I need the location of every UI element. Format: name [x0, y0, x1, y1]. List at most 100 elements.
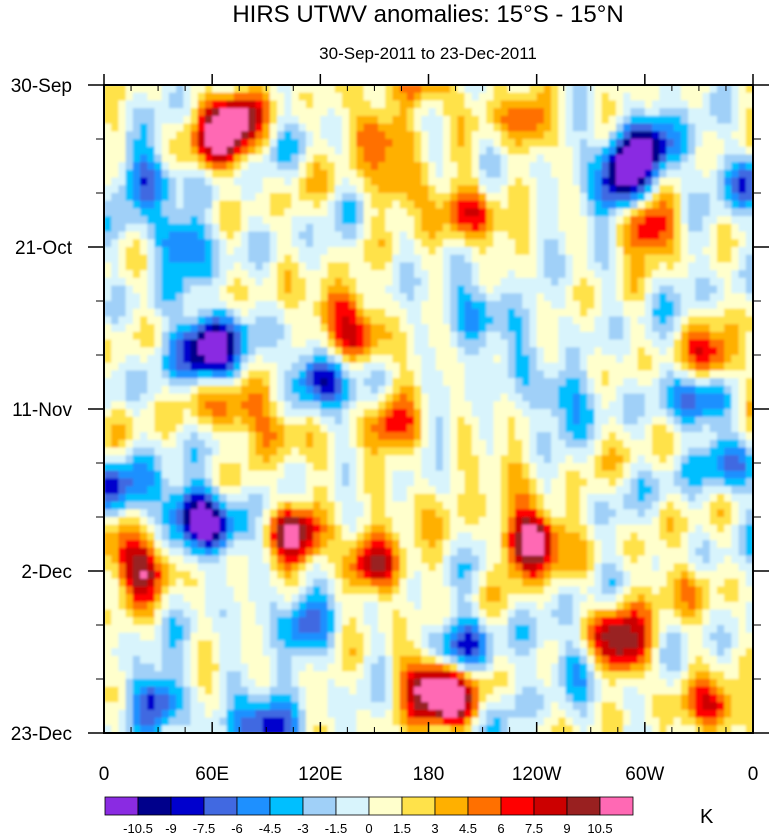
heatmap-cell — [363, 92, 372, 102]
heatmap-cell — [168, 139, 177, 148]
heatmap-cell — [161, 131, 170, 140]
heatmap-cell — [147, 501, 156, 510]
heatmap-cell — [385, 85, 394, 94]
heatmap-cell — [161, 301, 170, 310]
heatmap-cell — [659, 331, 668, 341]
heatmap-cell — [190, 347, 199, 356]
heatmap-cell — [428, 277, 437, 287]
heatmap-cell — [414, 154, 422, 163]
heatmap-cell — [226, 316, 235, 325]
heatmap-cell — [154, 339, 163, 348]
heatmap-cell — [673, 455, 682, 464]
heatmap-cell — [125, 239, 134, 248]
heatmap-cell — [608, 486, 617, 495]
heatmap-cell — [233, 216, 242, 225]
heatmap-cell — [551, 115, 559, 125]
heatmap-cell — [695, 463, 704, 472]
heatmap-cell — [255, 439, 264, 449]
heatmap-cell — [637, 239, 646, 248]
heatmap-cell — [132, 108, 141, 117]
heatmap-cell — [176, 146, 184, 156]
heatmap-cell — [630, 486, 639, 495]
heatmap-cell — [659, 108, 668, 117]
heatmap-cell — [140, 463, 148, 472]
heatmap-cell — [594, 193, 603, 202]
heatmap-cell — [183, 131, 192, 140]
heatmap-cell — [406, 92, 415, 102]
heatmap-cell — [601, 285, 610, 294]
heatmap-cell — [615, 339, 624, 348]
heatmap-cell — [176, 470, 184, 480]
heatmap-cell — [313, 285, 321, 294]
heatmap-cell — [204, 324, 213, 333]
heatmap-cell — [197, 463, 206, 472]
heatmap-cell — [140, 270, 148, 279]
heatmap-cell — [298, 355, 307, 364]
heatmap-cell — [161, 463, 170, 472]
heatmap-cell — [176, 370, 184, 379]
heatmap-cell — [745, 416, 753, 426]
heatmap-cell — [132, 355, 141, 364]
heatmap-cell — [363, 223, 372, 233]
heatmap-cell — [111, 301, 120, 310]
heatmap-cell — [349, 439, 357, 449]
heatmap-cell — [623, 439, 632, 449]
heatmap-cell — [204, 193, 213, 202]
heatmap-cell — [493, 370, 502, 379]
heatmap-cell — [406, 424, 415, 433]
heatmap-cell — [233, 463, 242, 472]
heatmap-cell — [385, 378, 394, 387]
heatmap-cell — [327, 301, 336, 310]
heatmap-cell — [695, 139, 704, 148]
heatmap-cell — [118, 308, 127, 318]
heatmap-cell — [399, 501, 408, 510]
heatmap-cell — [565, 362, 574, 372]
heatmap-cell — [594, 409, 603, 418]
heatmap-cell — [659, 370, 668, 379]
heatmap-cell — [241, 463, 249, 472]
heatmap-cell — [565, 277, 574, 287]
heatmap-cell — [118, 200, 127, 210]
heatmap-cell — [601, 270, 610, 279]
heatmap-cell — [399, 247, 408, 256]
heatmap-cell — [190, 509, 199, 518]
heatmap-cell — [132, 185, 141, 194]
heatmap-cell — [457, 432, 466, 441]
heatmap-cell — [140, 355, 148, 364]
heatmap-cell — [233, 401, 242, 410]
heatmap-cell — [565, 177, 574, 186]
heatmap-cell — [104, 308, 112, 318]
heatmap-cell — [132, 486, 141, 495]
heatmap-cell — [363, 316, 372, 325]
heatmap-cell — [147, 177, 156, 186]
heatmap-cell — [349, 108, 357, 117]
heatmap-cell — [680, 385, 689, 395]
heatmap-cell — [529, 478, 538, 487]
heatmap-cell — [414, 324, 422, 333]
heatmap-cell — [579, 301, 588, 310]
heatmap-cell — [399, 85, 408, 94]
heatmap-cell — [551, 409, 559, 418]
heatmap-cell — [428, 108, 437, 117]
heatmap-cell — [666, 262, 675, 271]
heatmap-cell — [522, 463, 531, 472]
heatmap-cell — [471, 108, 480, 117]
heatmap-cell — [608, 123, 617, 132]
heatmap-cell — [197, 486, 206, 495]
heatmap-cell — [327, 277, 336, 287]
heatmap-cell — [680, 424, 689, 433]
heatmap-cell — [493, 324, 502, 333]
heatmap-cell — [414, 401, 422, 410]
heatmap-cell — [327, 115, 336, 125]
heatmap-cell — [464, 293, 473, 302]
heatmap-cell — [118, 270, 127, 279]
heatmap-cell — [363, 416, 372, 426]
heatmap-cell — [529, 108, 538, 117]
heatmap-cell — [284, 247, 293, 256]
heatmap-cell — [291, 154, 300, 163]
heatmap-cell — [738, 370, 747, 379]
heatmap-cell — [356, 308, 365, 318]
heatmap-cell — [594, 463, 603, 472]
heatmap-cell — [731, 131, 740, 140]
heatmap-cell — [291, 193, 300, 202]
